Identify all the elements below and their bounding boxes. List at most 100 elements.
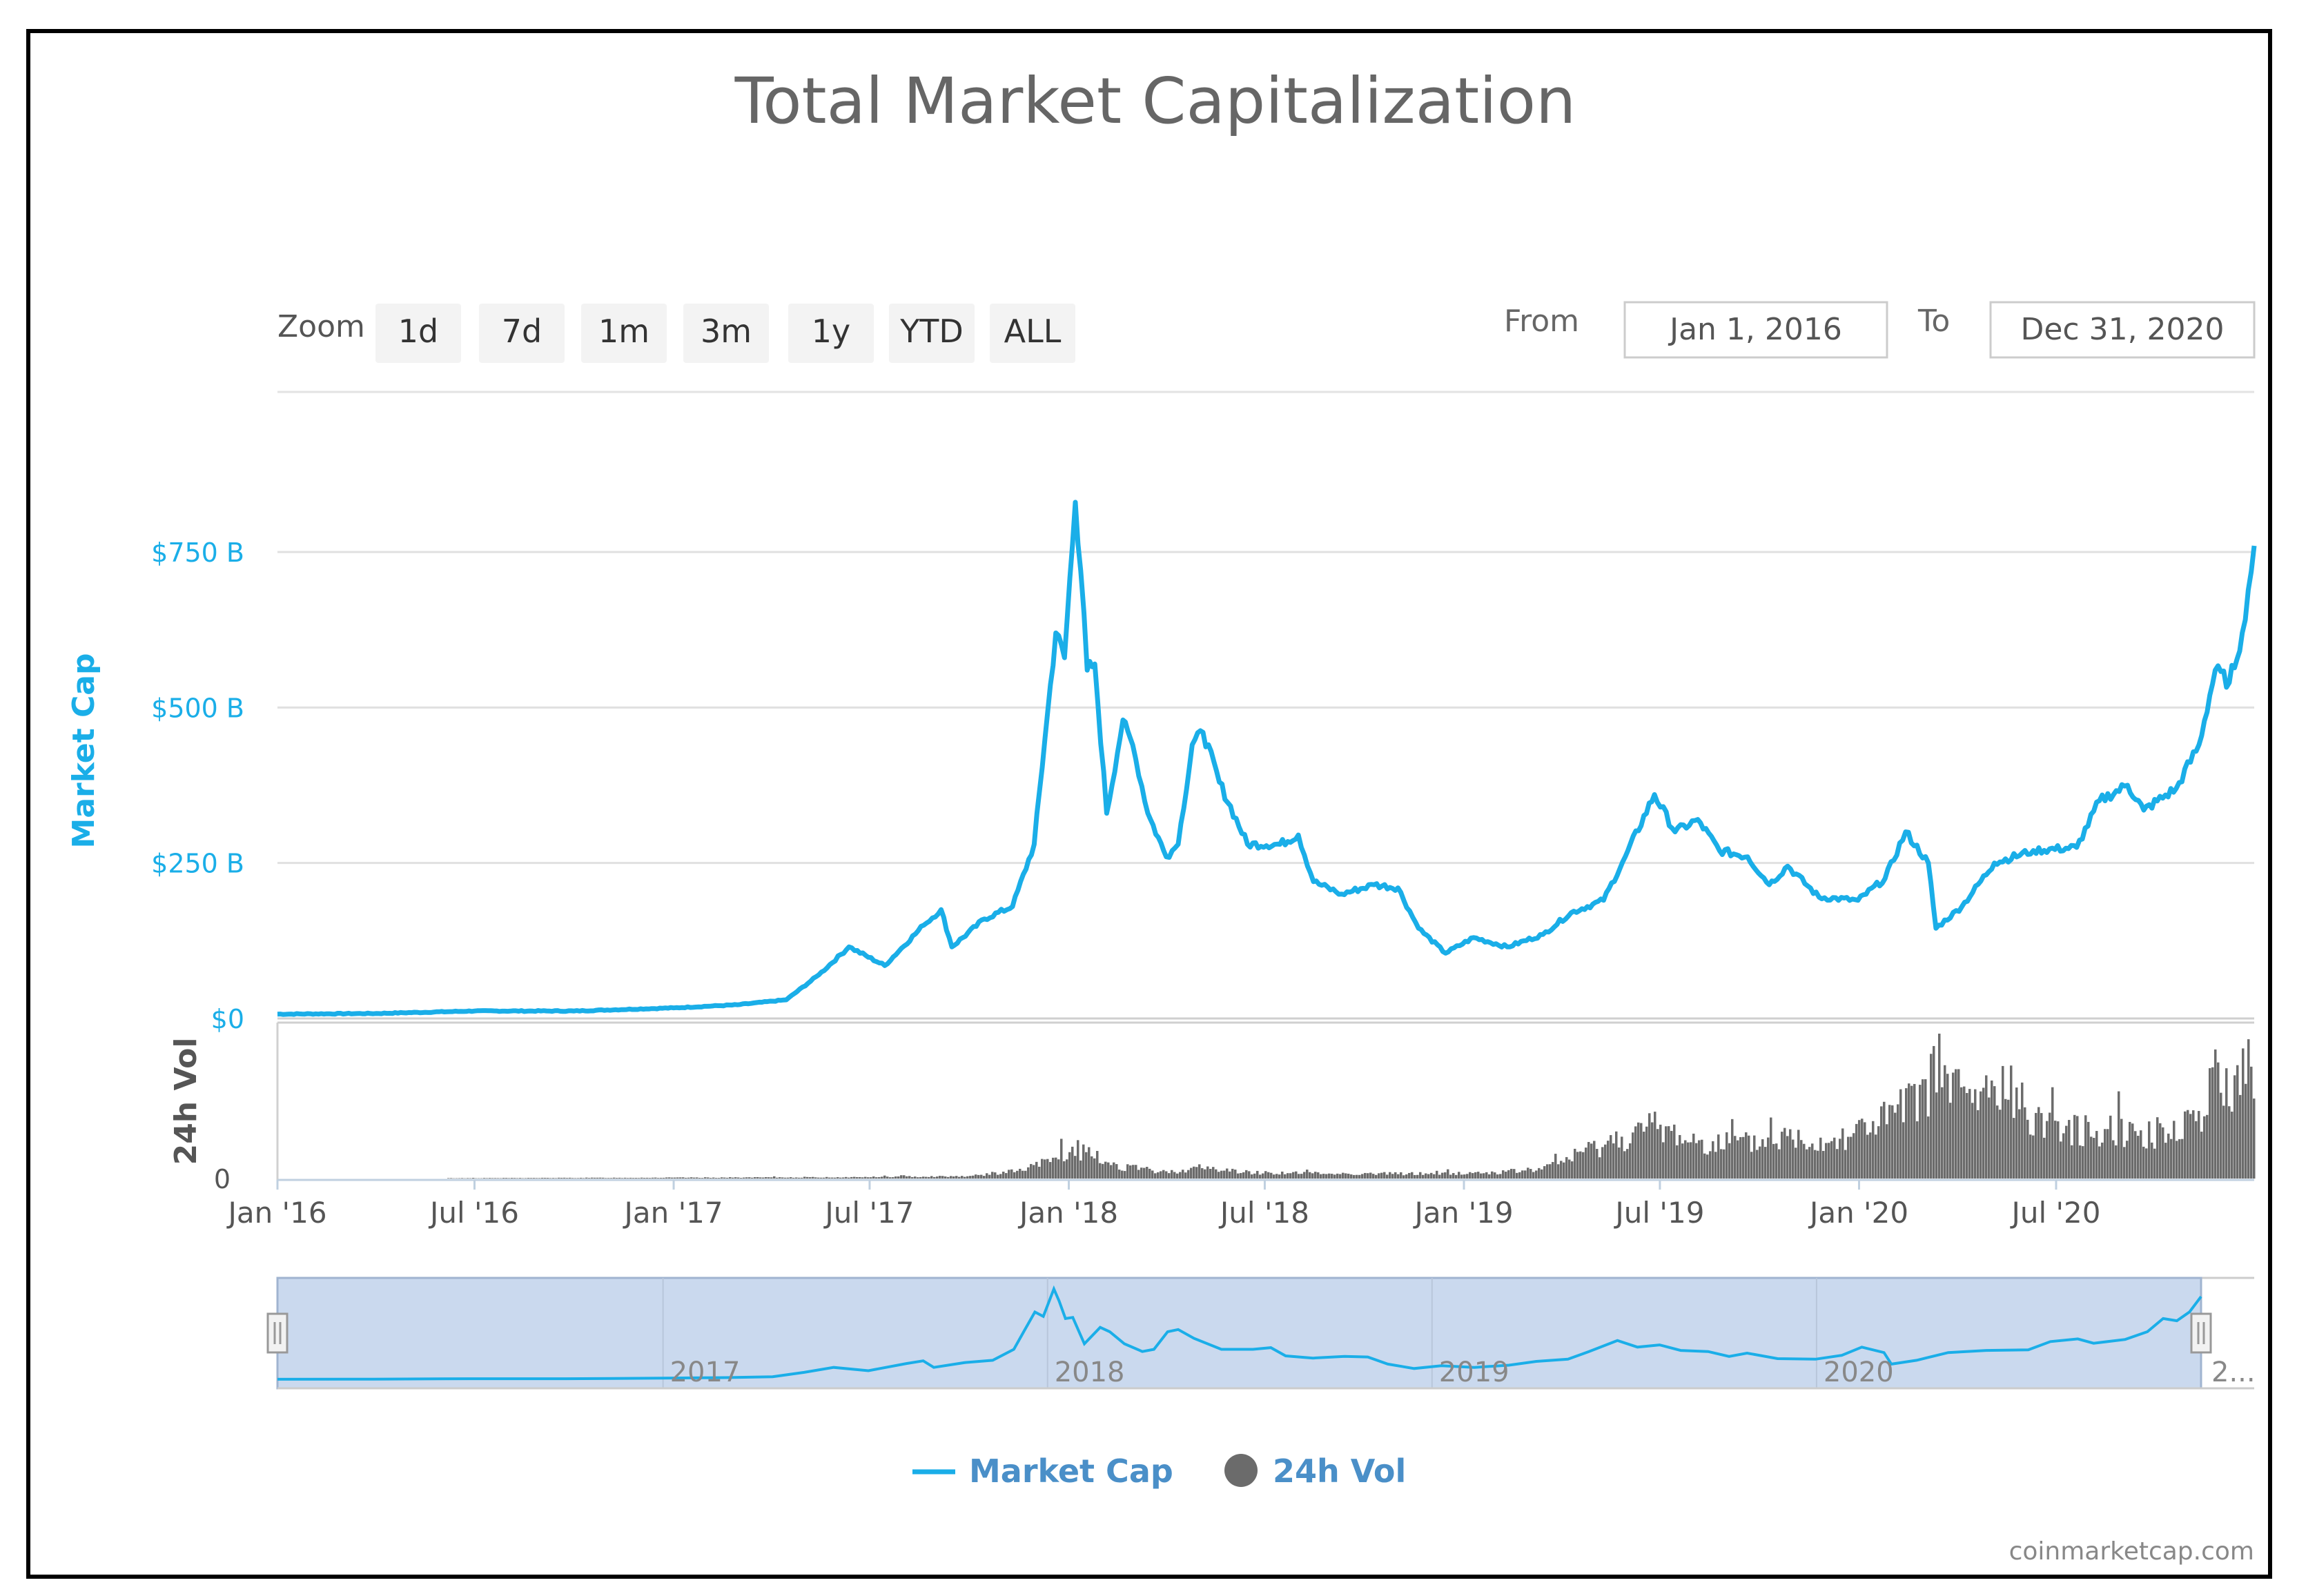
volume-bar	[1626, 1149, 1629, 1179]
to-date-input[interactable]: Dec 31, 2020	[1989, 301, 2256, 359]
volume-bar	[491, 1178, 494, 1179]
zoom-button-1y[interactable]: 1y	[788, 304, 874, 363]
volume-bar	[1176, 1173, 1179, 1179]
volume-bar	[790, 1177, 792, 1179]
volume-bar	[1331, 1174, 1333, 1179]
credit-link[interactable]: coinmarketcap.com	[2009, 1537, 2254, 1566]
volume-bar	[602, 1177, 605, 1179]
legend-item-market-cap[interactable]: Market Cap	[912, 1452, 1173, 1490]
from-date-input[interactable]: Jan 1, 2016	[1623, 301, 1888, 359]
volume-bar	[654, 1177, 657, 1179]
zoom-button-3m[interactable]: 3m	[683, 304, 769, 363]
volume-legend-dot-icon	[1224, 1454, 1258, 1487]
zoom-button-bg	[479, 304, 565, 363]
volume-bar	[2126, 1141, 2129, 1179]
volume-bar	[1811, 1143, 1814, 1179]
volume-bar	[1673, 1124, 1676, 1179]
volume-bar	[1485, 1172, 1488, 1179]
navigator-left-handle[interactable]	[266, 1312, 289, 1354]
zoom-button-label: ALL	[1004, 313, 1062, 350]
x-tick-label: Jan '17	[623, 1196, 723, 1230]
volume-bar	[538, 1178, 541, 1179]
zoom-button-7d[interactable]: 7d	[479, 304, 565, 363]
to-label: To	[1917, 304, 1950, 339]
zoom-button-1m[interactable]: 1m	[581, 304, 667, 363]
volume-bar	[1905, 1088, 1908, 1179]
volume-bar	[1030, 1163, 1033, 1179]
legend-item-24h-vol[interactable]: 24h Vol	[1224, 1452, 1406, 1490]
volume-bar	[1850, 1136, 1853, 1179]
volume-bar	[530, 1178, 533, 1179]
volume-bar	[1582, 1152, 1585, 1179]
volume-bar	[1060, 1139, 1063, 1179]
volume-bar	[1328, 1173, 1331, 1179]
volume-bar	[1919, 1085, 1922, 1179]
volume-bar	[911, 1176, 914, 1179]
zoom-button-all[interactable]: ALL	[990, 304, 1075, 363]
navigator-series-line	[277, 1285, 2202, 1381]
volume-bar	[1405, 1174, 1408, 1179]
volume-bar	[1002, 1172, 1005, 1179]
volume-bar	[1008, 1170, 1010, 1179]
volume-bar	[1052, 1157, 1055, 1179]
volume-bar	[483, 1178, 486, 1179]
navigator-right-handle[interactable]	[2190, 1312, 2212, 1354]
volume-bar	[1242, 1172, 1245, 1179]
volume-bar	[1140, 1168, 1143, 1179]
market-cap-chart: Total Market Capitalization Zoom 1d 7d 1m 3…	[66, 64, 2257, 1566]
volume-bar	[1179, 1172, 1182, 1179]
volume-bar	[1538, 1168, 1541, 1179]
volume-bar	[986, 1173, 988, 1179]
navigator-selection[interactable]	[276, 1277, 2202, 1390]
volume-bar	[715, 1178, 718, 1179]
volume-bar	[2118, 1091, 2120, 1179]
volume-bar	[514, 1178, 516, 1179]
volume-bar	[1944, 1065, 1946, 1179]
volume-bar	[1491, 1171, 1494, 1179]
volume-bar	[502, 1178, 505, 1179]
volume-bar	[2101, 1142, 2104, 1179]
volume-bar	[1549, 1164, 1552, 1179]
volume-bar	[1411, 1172, 1414, 1179]
volume-bar	[1488, 1174, 1491, 1179]
navigator-grid	[662, 1278, 1817, 1388]
volume-bar	[1518, 1172, 1521, 1179]
volume-bar	[1289, 1173, 1292, 1179]
volume-bar	[2024, 1107, 2026, 1179]
volume-bar	[687, 1177, 690, 1179]
volume-bar	[798, 1177, 801, 1179]
volume-bar	[1110, 1165, 1113, 1179]
volume-bar	[1778, 1149, 1781, 1179]
volume-bar	[580, 1177, 583, 1179]
zoom-button-label: 1m	[598, 313, 649, 350]
volume-bar	[1342, 1172, 1345, 1179]
volume-bar	[1974, 1089, 1977, 1179]
volume-bar	[607, 1178, 610, 1179]
volume-bar	[1463, 1174, 1466, 1179]
volume-bar	[1568, 1159, 1571, 1179]
volume-bar	[1195, 1167, 1198, 1179]
zoom-button-ytd[interactable]: YTD	[889, 304, 975, 363]
volume-bar	[817, 1177, 820, 1179]
volume-bar	[2049, 1112, 2051, 1179]
volume-bar	[773, 1176, 776, 1179]
volume-bar	[1477, 1172, 1480, 1179]
volume-bar	[1513, 1169, 1516, 1179]
volume-bar	[842, 1177, 845, 1179]
volume-bar	[1198, 1164, 1201, 1179]
volume-bar	[1830, 1141, 1833, 1179]
volume-bar	[1645, 1126, 1648, 1179]
volume-bar	[1093, 1158, 1096, 1179]
volume-bar	[2029, 1134, 2032, 1179]
volume-bar	[1968, 1089, 1971, 1179]
volume-bar	[988, 1174, 991, 1179]
zoom-button-1d[interactable]: 1d	[375, 304, 461, 363]
volume-bar	[569, 1177, 571, 1179]
volume-bar	[1444, 1172, 1447, 1179]
volume-bar	[1565, 1156, 1568, 1179]
volume-bar	[500, 1178, 502, 1179]
volume-bar	[1414, 1174, 1416, 1179]
volume-bar	[690, 1177, 693, 1179]
navigator[interactable]: 2017 2018 2019 2020 2...	[266, 1277, 2256, 1390]
volume-bar	[516, 1178, 519, 1179]
